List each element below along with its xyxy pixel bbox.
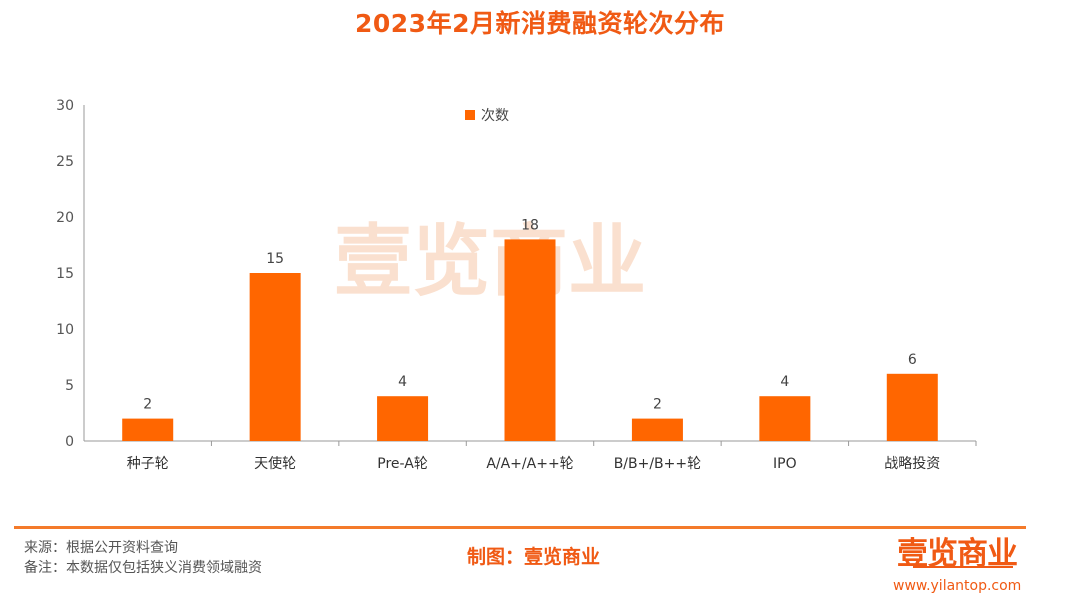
footer-notes: 来源：根据公开资料查询 备注：本数据仅包括狭义消费领域融资 [24,538,262,578]
x-tick-label: 种子轮 [127,456,169,472]
footer-divider [14,526,1026,529]
bar [631,418,683,441]
x-tick-label: B/B+/B++轮 [614,456,701,472]
data-label: 2 [143,397,152,413]
chart-title: 2023年2月新消费融资轮次分布 [355,9,725,38]
bars: 2 15 4 18 2 4 6 [122,217,938,441]
legend-swatch [465,110,475,120]
y-tick-label: 5 [65,378,74,394]
legend: 次数 [465,108,509,124]
brand-url[interactable]: www.yilantop.com [893,578,1022,594]
y-tick-label: 0 [65,434,74,450]
x-tick-label: 天使轮 [254,455,296,472]
note-text: 备注：本数据仅包括狭义消费领域融资 [24,560,262,576]
y-tick-label: 15 [56,266,74,282]
data-label: 15 [266,251,284,267]
x-tick-label: IPO [773,456,797,472]
data-label: 4 [398,374,407,390]
data-label: 18 [521,217,539,233]
producer-credit: 制图：壹览商业 [467,546,601,568]
watermark: 壹览商业 [334,217,646,307]
bar [122,418,174,441]
bar [886,373,938,441]
bar [504,239,556,441]
data-label: 6 [908,352,917,368]
y-tick-label: 30 [56,98,74,114]
y-tick-label: 25 [56,154,74,170]
bar [759,396,811,441]
legend-label: 次数 [481,108,509,124]
bar [249,273,301,441]
source-text: 来源：根据公开资料查询 [24,540,178,556]
bar [377,396,429,441]
data-label: 2 [653,397,662,413]
x-tick-label: 战略投资 [884,456,940,472]
y-tick-label: 10 [56,322,74,338]
data-label: 4 [780,374,789,390]
brand-underline [913,566,1013,568]
y-tick-label: 20 [56,210,74,226]
bar-chart: 壹览商业 0 5 10 15 20 25 30 种子轮 天使轮 Pre-A轮 A/A+/A++轮 B/… [56,98,977,472]
x-tick-label: Pre-A轮 [377,456,428,472]
x-tick-label: A/A+/A++轮 [486,456,573,472]
